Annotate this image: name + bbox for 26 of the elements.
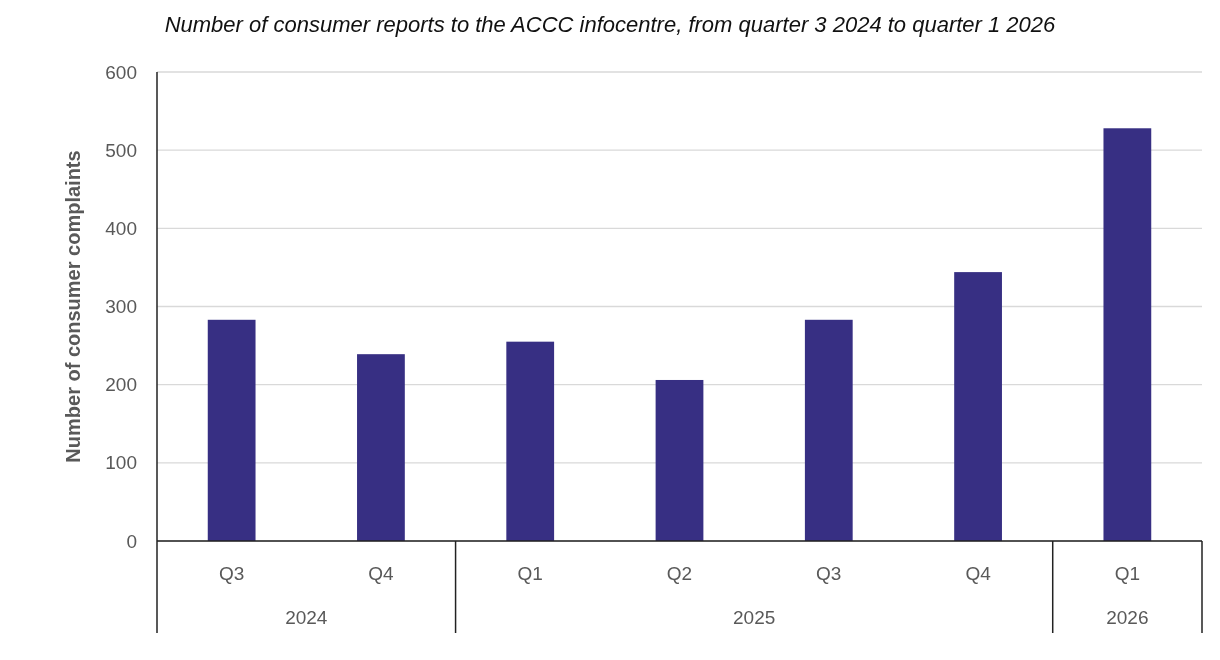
x-tick-label: Q4 [965, 563, 992, 584]
bar [655, 379, 704, 541]
bar [506, 341, 555, 541]
y-tick-label: 300 [105, 296, 137, 318]
text: 2025 [733, 607, 776, 628]
bar [207, 319, 256, 541]
bar [357, 354, 405, 541]
chart-title: Number of consumer reports to the ACCC infocentre, from quarter 3 2024 to quarter 1 2026 [164, 12, 1057, 37]
y-tick-label: 500 [105, 139, 137, 161]
bar [954, 272, 1002, 541]
x-tick-label: Q4 [368, 563, 395, 584]
x-tick-label: Q1 [517, 563, 543, 584]
y-axis-title: Number of consumer complaints [62, 150, 84, 463]
x-tick-label: Q2 [666, 563, 693, 584]
y-tick-label: 400 [105, 217, 137, 239]
text: 2024 [285, 607, 328, 628]
x-tick-label: Q3 [218, 563, 245, 584]
y-tick-label: 0 [126, 530, 137, 552]
bar [1103, 128, 1152, 541]
text: 2026 [1106, 607, 1149, 628]
y-tick-label: 600 [105, 61, 137, 83]
x-tick-label: Q1 [1114, 563, 1141, 584]
y-tick-label: 200 [105, 374, 137, 396]
bar [804, 319, 853, 541]
x-tick-label: Q3 [816, 563, 842, 584]
y-tick-label: 100 [105, 452, 137, 474]
